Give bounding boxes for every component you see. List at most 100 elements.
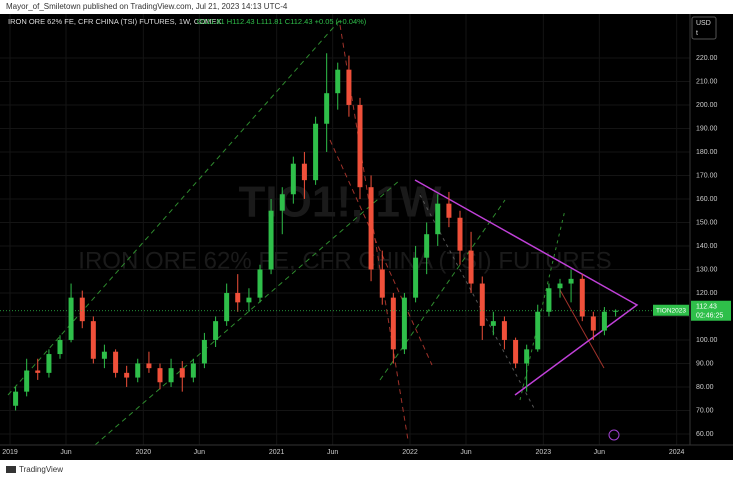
candle-body [557, 283, 563, 289]
footer-bar [0, 460, 733, 480]
candle-body [46, 354, 52, 373]
x-tick-label: Jun [460, 449, 471, 456]
candles [0, 53, 690, 411]
y-tick-label: 220.00 [696, 55, 718, 62]
channel-line [519, 209, 566, 401]
drawings [7, 19, 639, 446]
y-tick-label: 160.00 [696, 196, 718, 203]
candle-body [546, 288, 552, 312]
brand: TradingView [19, 465, 63, 474]
candle-body [235, 292, 241, 303]
x-tick-label: 2022 [402, 449, 418, 456]
candle-body [168, 368, 174, 383]
header-bar [0, 0, 733, 14]
y-tick-label: 150.00 [696, 219, 718, 226]
candle-body [257, 269, 263, 298]
trend-line [559, 289, 605, 369]
candle-body [568, 278, 574, 284]
currency: USD [696, 20, 711, 27]
x-tick-label: Jun [60, 449, 71, 456]
candle-body [335, 69, 341, 94]
ohlc-legend: O111.81 H112.43 L111.81 C112.43 +0.05 (+… [197, 17, 367, 26]
candle-body [435, 203, 441, 235]
candle-body [57, 339, 63, 355]
contract-box [653, 304, 689, 316]
candle-body [190, 363, 196, 378]
candle-body [457, 217, 463, 251]
candle-body [246, 297, 252, 303]
candle-body [535, 311, 541, 350]
candle-body [24, 370, 30, 392]
axes: 60.0070.0080.0090.00100.00110.00120.0013… [2, 55, 731, 456]
candle-body [446, 203, 452, 218]
y-tick-label: 60.00 [696, 431, 714, 438]
y-tick-label: 140.00 [696, 243, 718, 250]
candle-body [524, 349, 530, 364]
candle-body [35, 370, 41, 373]
y-tick-label: 190.00 [696, 125, 718, 132]
candle-body [224, 292, 230, 322]
candle-body [613, 310, 619, 312]
candle-body [213, 321, 219, 340]
x-tick-label: 2023 [536, 449, 552, 456]
countdown: 02:46:25 [696, 313, 723, 320]
trend-line [419, 194, 536, 411]
candle-body [357, 104, 363, 188]
candle-body [179, 368, 185, 378]
candle-body [157, 368, 163, 383]
x-tick-label: 2019 [2, 449, 18, 456]
candle-body [68, 297, 74, 340]
y-tick-label: 100.00 [696, 337, 718, 344]
candle-body [290, 163, 296, 195]
currency-box [691, 16, 717, 40]
trend-line [339, 24, 409, 441]
grid [0, 14, 690, 445]
channel-line [7, 19, 341, 396]
candle-body [401, 297, 407, 350]
candle-body [135, 363, 141, 378]
watermark-name: IRON ORE 62% FE, CFR CHINA (TSI) FUTURES [78, 247, 611, 274]
candle-body [268, 210, 274, 270]
candle-body [90, 321, 96, 359]
candle-body [513, 339, 519, 364]
y-tick-label: 170.00 [696, 172, 718, 179]
candle-body [413, 257, 419, 298]
candle-body [590, 316, 596, 331]
candle-body [79, 297, 85, 322]
y-tick-label: 180.00 [696, 149, 718, 156]
x-tick-label: 2021 [269, 449, 285, 456]
y-tick-label: 120.00 [696, 290, 718, 297]
candle-body [479, 283, 485, 326]
candle-body [201, 339, 207, 364]
candle-body [324, 93, 330, 124]
candle-body [490, 321, 496, 326]
event-icon[interactable] [608, 429, 620, 441]
header-text: Mayor_of_Smiletown published on TradingV… [6, 2, 288, 11]
channel-line [94, 179, 401, 446]
candle-body [368, 187, 374, 270]
candle-body [113, 351, 119, 373]
channel-line [379, 199, 506, 381]
y-tick-label: 80.00 [696, 384, 714, 391]
price-axis [690, 14, 733, 460]
x-tick-label: Jun [327, 449, 338, 456]
contract-label: TION2023 [656, 307, 686, 314]
candle-body [313, 123, 319, 181]
unit: t [696, 30, 698, 37]
candle-body [501, 321, 507, 340]
triangle-pattern [414, 179, 639, 396]
candle-body [101, 351, 107, 359]
y-tick-label: 130.00 [696, 266, 718, 273]
y-tick-label: 90.00 [696, 360, 714, 367]
symbol-legend: IRON ORE 62% FE, CFR CHINA (TSI) FUTURES… [8, 17, 221, 26]
candle-body [579, 278, 585, 317]
y-tick-label: 70.00 [696, 407, 714, 414]
candle-body [424, 234, 430, 258]
y-tick-label: 210.00 [696, 78, 718, 85]
last-price-box [691, 300, 731, 321]
brand-logo [6, 466, 16, 473]
x-tick-label: Jun [594, 449, 605, 456]
candle-body [146, 363, 152, 369]
candle-body [279, 194, 285, 211]
